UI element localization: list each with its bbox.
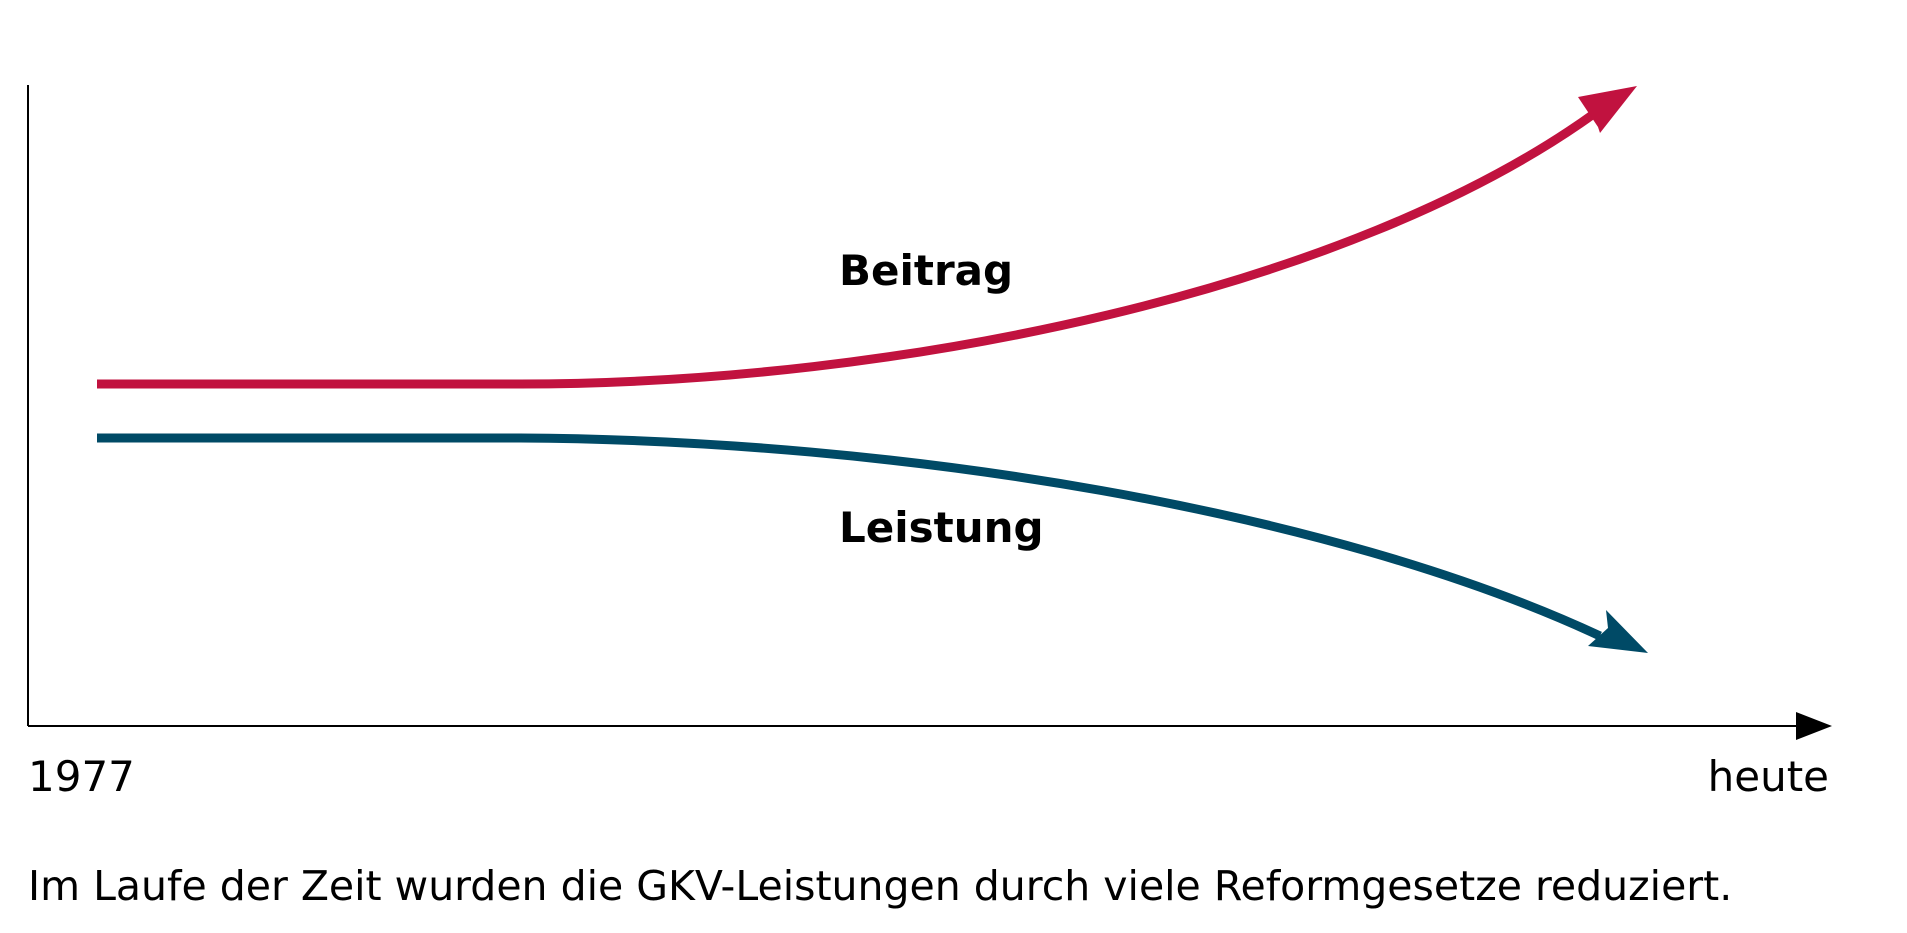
x-axis-end-label: heute	[1707, 752, 1829, 801]
x-axis-arrowhead	[1796, 712, 1832, 740]
caption: Im Laufe der Zeit wurden die GKV-Leistun…	[28, 862, 1733, 910]
beitrag-curve	[97, 109, 1598, 389]
leistung-curve	[97, 433, 1602, 641]
beitrag-label: Beitrag	[839, 246, 1014, 295]
beitrag-arrowhead	[1578, 86, 1637, 133]
x-axis-start-label: 1977	[28, 752, 135, 801]
leistung-label: Leistung	[839, 503, 1044, 552]
leistung-arrowhead	[1588, 610, 1648, 653]
